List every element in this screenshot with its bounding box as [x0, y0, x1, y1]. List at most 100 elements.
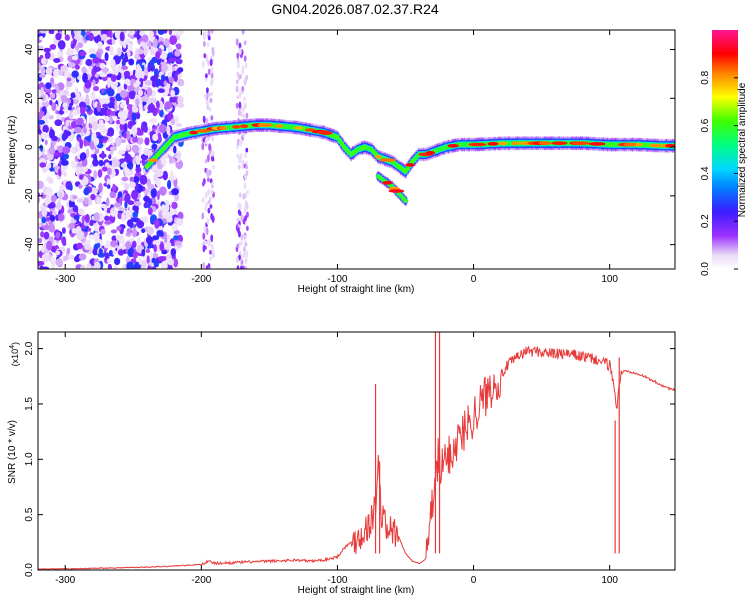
spectrogram-noise-blob — [81, 66, 87, 75]
spectrogram-noise-blob — [139, 174, 148, 185]
x-tick-label: 0 — [471, 274, 477, 285]
spectrogram-noise-blob — [146, 235, 153, 245]
spectrogram-noise-blob — [161, 208, 170, 218]
spectrogram-noise-blob — [56, 114, 63, 119]
spectrogram-noise-blob — [151, 80, 157, 88]
spectrogram-noise-blob — [38, 222, 42, 228]
spectrogram-noise-blob — [85, 148, 90, 159]
spectrogram-noise-streak — [245, 250, 249, 259]
spectrogram-noise-streak — [201, 197, 205, 203]
spectrogram-ridge-peak — [388, 189, 405, 193]
spectrogram-noise-streak — [208, 107, 212, 112]
svg-text:(x104): (x104) — [9, 342, 20, 366]
spectrogram-noise-streak — [238, 90, 242, 99]
spectrogram-noise-blob — [45, 216, 51, 222]
spectrogram-noise-blob — [92, 56, 100, 64]
spectrogram-noise-blob — [150, 187, 157, 198]
spectrogram-noise-blob — [100, 33, 108, 41]
spectrogram-noise-streak — [244, 266, 248, 269]
spectrogram-noise-blob — [71, 70, 79, 78]
spectrogram-noise-blob — [67, 254, 75, 260]
spectrogram-ridge-peak — [405, 163, 415, 167]
y-tick-label: 1.5 — [24, 397, 35, 411]
spectrogram-noise-blob — [120, 238, 125, 244]
spectrogram-noise-blob — [109, 146, 117, 152]
y-tick-label: 0 — [24, 144, 35, 150]
spectrogram-noise-blob — [152, 239, 161, 246]
spectrogram-noise-blob — [126, 219, 133, 227]
spectrogram-noise-blob — [111, 211, 119, 216]
spectrogram-noise-blob — [76, 230, 85, 241]
spectrogram-noise-blob — [129, 176, 135, 182]
spectrogram-noise-streak — [236, 95, 240, 100]
spectrogram-noise-blob — [91, 121, 99, 131]
spectrogram-noise-streak — [206, 105, 210, 110]
spectrogram-noise-blob — [55, 202, 62, 211]
spectrogram-noise-blob — [94, 261, 101, 269]
spectrogram-noise-blob — [119, 158, 126, 163]
spectrogram-ridge-peak — [240, 124, 249, 128]
spectrogram-noise-blob — [137, 237, 141, 247]
spectrogram-noise-blob — [100, 228, 106, 235]
spectrogram-noise-blob — [71, 121, 77, 129]
spectrogram-noise-blob — [156, 101, 160, 109]
spectrogram-noise-blob — [160, 157, 167, 166]
spectrogram-noise-blob — [148, 261, 153, 266]
spectrogram-noise-blob — [177, 211, 184, 221]
spectrogram-noise-blob — [114, 102, 118, 112]
spectrogram-noise-streak — [203, 94, 207, 99]
spectrogram-noise-streak — [244, 241, 248, 247]
spectrogram-noise-blob — [89, 53, 97, 59]
spectrogram-noise-blob — [139, 30, 145, 37]
spectrogram-noise-streak — [238, 210, 242, 216]
spectrogram-noise-blob — [50, 194, 57, 202]
spectrogram-noise-blob — [170, 118, 176, 126]
spectrogram-noise-streak — [240, 111, 243, 117]
spectrogram-noise-blob — [177, 78, 185, 87]
spectrogram-noise-blob — [48, 223, 56, 233]
spectrogram-noise-streak — [209, 58, 213, 67]
spectrogram-noise-blob — [51, 259, 56, 269]
spectrogram-ridge-peak — [538, 141, 552, 145]
spectrogram-noise-streak — [244, 257, 248, 264]
spectrogram-noise-streak — [201, 142, 205, 151]
spectrogram-noise-blob — [92, 85, 100, 92]
spectrogram-noise-blob — [39, 162, 47, 168]
spectrogram-noise-blob — [108, 136, 114, 143]
spectrogram-noise-blob — [109, 191, 117, 199]
spectrogram-noise-streak — [243, 205, 247, 214]
spectrogram-noise-blob — [111, 158, 119, 168]
spectrogram-noise-blob — [128, 90, 136, 100]
spectrogram-noise-blob — [68, 62, 76, 68]
spectrogram-noise-blob — [96, 196, 102, 205]
spectrogram-noise-streak — [244, 152, 248, 159]
spectrogram-noise-streak — [245, 170, 249, 177]
spectrogram-noise-blob — [87, 197, 93, 206]
spectrogram-noise-blob — [80, 265, 86, 269]
spectrogram-noise-blob — [104, 220, 112, 225]
spectrogram-ridge-cell — [398, 194, 404, 198]
spectrogram-noise-blob — [76, 117, 84, 126]
spectrogram-noise-blob — [147, 183, 155, 190]
spectrogram-noise-streak — [211, 136, 215, 142]
spectrogram-noise-blob — [157, 88, 165, 93]
spectrogram-noise-blob — [138, 145, 143, 155]
spectrogram-noise-blob — [59, 191, 63, 200]
x-tick-label: 0 — [471, 575, 477, 586]
spectrogram-noise-streak — [242, 218, 246, 225]
spectrogram-noise-blob — [171, 201, 178, 210]
spectrogram-noise-blob — [88, 32, 94, 42]
spectrogram-noise-blob — [70, 92, 76, 99]
spectrogram-noise-blob — [91, 189, 99, 194]
x-tick-label: 100 — [601, 274, 618, 285]
spectrogram-noise-streak — [241, 85, 245, 92]
spectrogram-noise-blob — [155, 51, 161, 61]
snr-panel: -300 -200 -100 0 100 0.0 0.5 1.0 1.5 2.0 Height … — [7, 331, 676, 596]
spectrogram-noise-blob — [111, 39, 116, 45]
spectrogram-noise-blob — [98, 159, 104, 167]
spectrogram-noise-blob — [123, 132, 127, 139]
spectrogram-ridge-peak — [425, 151, 436, 155]
figure-title: GN04.2026.087.02.37.R24 — [271, 1, 439, 17]
spectrogram-noise-blob — [72, 109, 78, 117]
spectrogram-noise-blob — [115, 234, 122, 240]
